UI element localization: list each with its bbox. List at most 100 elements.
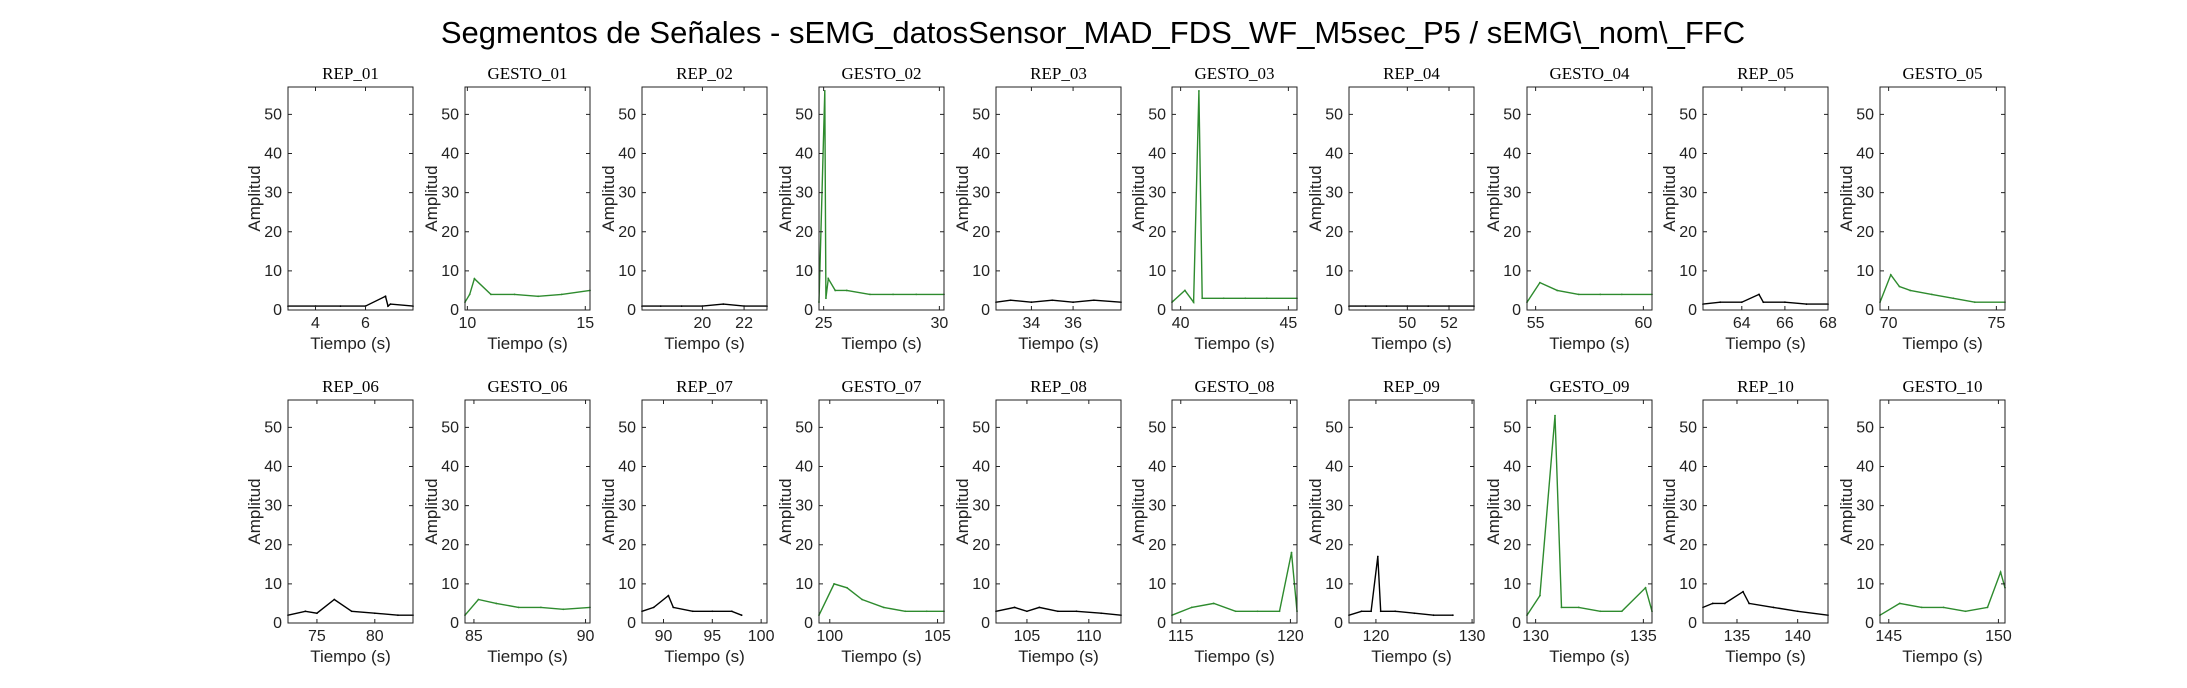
- y-tick-label: 40: [1148, 146, 1166, 163]
- data-point: [1192, 301, 1195, 304]
- y-tick-label: 50: [795, 106, 813, 123]
- y-tick-label: 40: [618, 146, 636, 163]
- data-point: [1290, 551, 1293, 554]
- y-axis-label: Amplitud: [953, 478, 972, 544]
- axes-box: [464, 86, 591, 311]
- series-line: [995, 299, 1122, 303]
- data-point: [1599, 293, 1602, 296]
- y-tick-label: 40: [972, 146, 990, 163]
- y-tick-label: 20: [972, 537, 990, 554]
- data-point: [825, 297, 827, 300]
- data-point: [1222, 297, 1225, 300]
- y-tick-label: 50: [1148, 419, 1166, 436]
- y-axis-label: Amplitud: [1484, 478, 1503, 544]
- subplot-title: GESTO_06: [488, 377, 568, 396]
- y-tick-label: 10: [618, 263, 636, 280]
- data-point: [892, 293, 894, 296]
- x-axis-label: Tiempo (s): [1549, 334, 1630, 353]
- x-tick-label: 90: [577, 628, 595, 645]
- data-point: [1030, 301, 1033, 304]
- data-point: [827, 277, 830, 280]
- x-tick-label: 95: [703, 628, 721, 645]
- subplot-title: REP_05: [1737, 64, 1794, 83]
- data-point: [1539, 594, 1541, 597]
- y-tick-label: 10: [264, 263, 282, 280]
- y-tick-label: 0: [273, 615, 282, 632]
- data-point: [722, 303, 725, 306]
- x-tick-label: 40: [1172, 315, 1190, 332]
- x-axis-label: Tiempo (s): [487, 334, 568, 353]
- subplot-title: GESTO_07: [842, 377, 922, 396]
- data-point: [1577, 606, 1580, 609]
- x-tick-label: 52: [1440, 315, 1458, 332]
- data-point: [537, 295, 540, 298]
- y-axis-label: Amplitud: [1129, 478, 1148, 544]
- y-axis-label: Amplitud: [1129, 165, 1148, 231]
- axes-box: [1171, 86, 1298, 311]
- data-point: [1234, 610, 1237, 613]
- series-line: [287, 598, 413, 616]
- y-tick-label: 0: [1157, 615, 1166, 632]
- y-tick-label: 10: [1679, 263, 1697, 280]
- subplot-title: REP_02: [676, 64, 733, 83]
- y-tick-label: 30: [1679, 185, 1697, 202]
- x-tick-label: 120: [1363, 628, 1390, 645]
- y-axis-label: Amplitud: [953, 165, 972, 231]
- series-line: [288, 295, 414, 308]
- subplot-title: GESTO_09: [1550, 377, 1630, 396]
- x-tick-label: 75: [1987, 315, 2005, 332]
- axes-box: [1702, 399, 1829, 624]
- data-point: [1360, 610, 1363, 613]
- y-tick-label: 50: [264, 419, 282, 436]
- y-tick-label: 50: [972, 106, 990, 123]
- data-point: [316, 612, 318, 615]
- data-point: [833, 582, 835, 585]
- data-point: [562, 608, 565, 611]
- subplot-title: GESTO_04: [1550, 64, 1630, 83]
- x-tick-label: 105: [1014, 628, 1041, 645]
- y-tick-label: 20: [1503, 537, 1521, 554]
- y-tick-label: 50: [795, 419, 813, 436]
- data-point: [1783, 301, 1786, 304]
- data-point: [1432, 614, 1435, 617]
- data-point: [925, 610, 928, 613]
- y-tick-label: 50: [1325, 106, 1343, 123]
- data-point: [1898, 602, 1901, 605]
- y-axis-label: Amplitud: [1837, 478, 1856, 544]
- y-tick-label: 30: [1148, 185, 1166, 202]
- subplot-rep-05: REP_05 0 10 20 30 40 50 64 66 68 Tiempo (s) Amplitu…: [1660, 64, 1837, 353]
- series-line: [1526, 415, 1653, 616]
- x-tick-label: 85: [465, 628, 483, 645]
- y-tick-label: 40: [1679, 146, 1697, 163]
- y-tick-label: 50: [1148, 106, 1166, 123]
- y-tick-label: 20: [1856, 224, 1874, 241]
- x-tick-label: 145: [1875, 628, 1902, 645]
- subplot-title: REP_01: [322, 64, 379, 83]
- x-tick-label: 100: [816, 628, 843, 645]
- data-point: [1013, 606, 1016, 609]
- series-line: [464, 598, 591, 616]
- data-point: [1620, 610, 1623, 613]
- y-tick-label: 50: [1325, 419, 1343, 436]
- x-tick-label: 22: [735, 315, 753, 332]
- y-tick-label: 0: [1688, 302, 1697, 319]
- y-tick-label: 40: [795, 459, 813, 476]
- data-point: [1198, 90, 1200, 92]
- y-tick-label: 40: [264, 459, 282, 476]
- y-tick-label: 40: [1325, 459, 1343, 476]
- axes-box: [1171, 399, 1298, 624]
- subplot-rep-09: REP_09 0 10 20 30 40 50 120 130 Tiempo (s) Amplitu…: [1306, 377, 1486, 666]
- y-tick-label: 40: [795, 146, 813, 163]
- x-tick-label: 50: [1398, 315, 1416, 332]
- x-axis-label: Tiempo (s): [1725, 334, 1806, 353]
- axes-box: [1526, 86, 1653, 311]
- series-line: [1526, 281, 1652, 303]
- data-point: [1942, 606, 1945, 609]
- y-tick-label: 30: [795, 185, 813, 202]
- x-tick-label: 55: [1527, 315, 1545, 332]
- data-point: [711, 610, 714, 613]
- y-tick-label: 30: [441, 498, 459, 515]
